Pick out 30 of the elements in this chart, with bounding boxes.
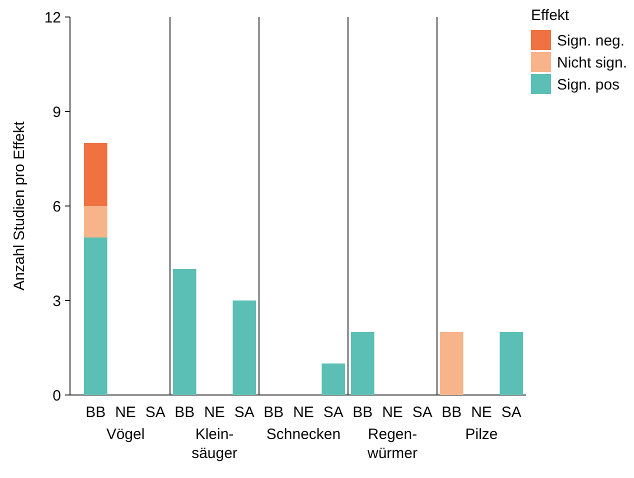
x-tick-label: SA: [323, 404, 344, 421]
x-axis-title: Schnecken: [266, 426, 341, 443]
y-tick-label: 12: [44, 9, 61, 26]
x-tick-label: NE: [382, 404, 403, 421]
x-tick-label: SA: [145, 404, 166, 421]
legend-label: Sign. neg.: [557, 32, 625, 50]
y-axis-title: Anzahl Studien pro Effekt: [11, 120, 28, 290]
legend-label: Nicht sign.: [557, 54, 628, 72]
y-tick-label: 3: [52, 292, 61, 310]
x-tick-label: SA: [234, 404, 254, 421]
legend-title: Effekt: [531, 7, 570, 24]
x-axis-title: Klein- säuger: [192, 426, 238, 462]
x-axis-title: Regen- würmer: [366, 426, 418, 462]
x-tick-label: NE: [293, 404, 314, 421]
x-tick-label: BB: [86, 404, 106, 421]
x-tick-label: SA: [412, 404, 432, 421]
x-tick-label: NE: [471, 404, 492, 421]
x-tick-label: BB: [174, 404, 195, 421]
x-tick-label: NE: [204, 404, 225, 421]
legend-label: Sign. pos: [557, 76, 620, 94]
x-axis-title: Vögel: [106, 426, 145, 443]
y-tick-label: 6: [52, 198, 61, 216]
y-tick-label: 0: [52, 387, 61, 404]
x-tick-label: BB: [264, 404, 284, 421]
x-tick-label: SA: [501, 404, 522, 421]
x-axis-title: Pilze: [465, 426, 498, 443]
x-tick-label: BB: [442, 404, 462, 421]
y-tick-label: 9: [52, 104, 61, 121]
x-tick-label: NE: [115, 404, 136, 421]
x-tick-label: BB: [352, 404, 373, 421]
